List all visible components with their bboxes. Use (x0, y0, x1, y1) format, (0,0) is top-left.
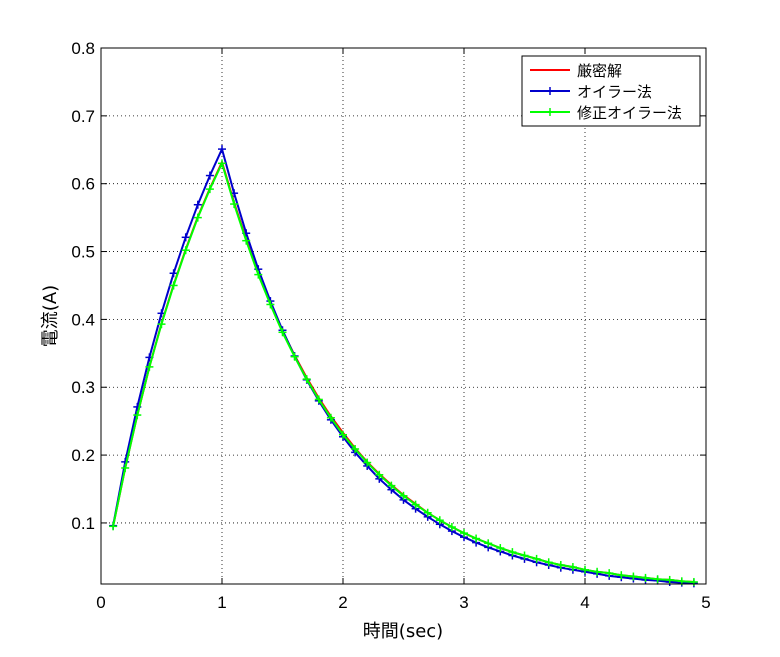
series-modified-euler-marker (556, 561, 565, 570)
legend: 厳密解 オイラー法 修正オイラー法 (521, 55, 701, 127)
series-modified-euler-marker (520, 551, 529, 560)
series-modified-euler-marker (121, 463, 130, 472)
series-modified-euler-marker (447, 523, 456, 532)
series-modified-euler-marker (314, 395, 323, 404)
series-modified-euler-marker (133, 411, 142, 420)
legend-label-modified-euler: 修正オイラー法 (577, 104, 682, 122)
series-euler-marker (205, 171, 214, 180)
series-modified-euler-marker (351, 444, 360, 453)
series-modified-euler-marker (689, 577, 698, 586)
series-modified-euler-marker (169, 281, 178, 290)
series-modified-euler-marker (605, 569, 614, 578)
series-modified-euler-marker (326, 413, 335, 422)
y-axis-label: 電流(A) (40, 285, 61, 347)
series-euler-marker (218, 145, 226, 154)
x-axis-label: 時間(sec) (363, 621, 443, 642)
series-modified-euler-marker (302, 375, 311, 384)
y-tick-label: 0.2 (71, 446, 95, 465)
series-euler-marker (181, 233, 190, 242)
series-modified-euler-marker (205, 185, 214, 194)
series-modified-euler-marker (278, 328, 287, 337)
series-modified-euler-marker (181, 246, 190, 255)
series-euler-marker (169, 269, 178, 278)
y-tick-label: 0.7 (71, 107, 95, 126)
x-tick-label: 0 (96, 593, 105, 612)
series-modified-euler-marker (266, 300, 275, 309)
y-tick-label: 0.1 (71, 514, 95, 533)
series-modified-euler-marker (435, 516, 444, 525)
series-modified-euler-marker (254, 270, 263, 279)
y-tick-label: 0.5 (71, 243, 95, 262)
series-modified-euler-marker (568, 563, 577, 572)
series-modified-euler-marker (460, 529, 468, 538)
y-tick-label: 0.3 (71, 378, 95, 397)
series-modified-euler-marker (617, 571, 626, 580)
legend-label-euler: オイラー法 (577, 83, 652, 101)
series-modified-euler-marker (411, 500, 420, 509)
x-tick-label: 1 (217, 593, 226, 612)
series-modified-euler-marker (375, 470, 384, 479)
y-tick-label: 0.4 (71, 310, 95, 329)
series-modified-euler-marker (193, 213, 202, 222)
x-tick-label: 3 (459, 593, 468, 612)
series-modified-euler-marker (544, 558, 553, 567)
series-modified-euler-marker (242, 236, 251, 245)
y-tick-label: 0.8 (71, 39, 95, 58)
series-modified-euler-marker (641, 573, 650, 582)
series-modified-euler-marker (532, 554, 541, 563)
x-tick-label: 5 (701, 593, 710, 612)
series-modified-euler-marker (653, 575, 662, 584)
series-modified-euler-marker (157, 320, 166, 329)
series-modified-euler-marker (339, 430, 347, 439)
y-tick-label: 0.6 (71, 175, 95, 194)
series-euler-marker (193, 200, 202, 209)
series-modified-euler-marker (508, 548, 517, 557)
series-modified-euler-marker (399, 491, 408, 500)
series-modified-euler-marker (496, 544, 505, 553)
ticks: 0 1 2 3 4 5 0.1 0.2 0.3 0.4 0.5 0.6 0.7 0.8 (71, 39, 710, 612)
series-modified-euler-marker (387, 481, 396, 490)
plot-frame (100, 47, 707, 585)
series-modified-euler-marker (363, 458, 372, 467)
series-modified-euler-marker (593, 567, 602, 576)
series-modified-euler-marker (109, 522, 118, 531)
series-modified-euler-marker (423, 508, 432, 517)
x-tick-label: 4 (580, 593, 589, 612)
legend-label-exact: 厳密解 (577, 62, 622, 80)
series-modified-euler-marker (581, 565, 589, 574)
series-modified-euler-marker (218, 159, 226, 168)
series-modified-euler-marker (145, 362, 154, 371)
series-modified-euler-marker (472, 534, 481, 543)
series-modified-euler-marker (230, 200, 239, 209)
series-modified-euler-marker (484, 539, 493, 548)
series-modified-euler-marker (665, 575, 674, 584)
series-modified-euler-marker (629, 572, 638, 581)
series-modified-euler-marker (290, 352, 299, 361)
series-group (109, 145, 698, 588)
x-tick-label: 2 (338, 593, 347, 612)
